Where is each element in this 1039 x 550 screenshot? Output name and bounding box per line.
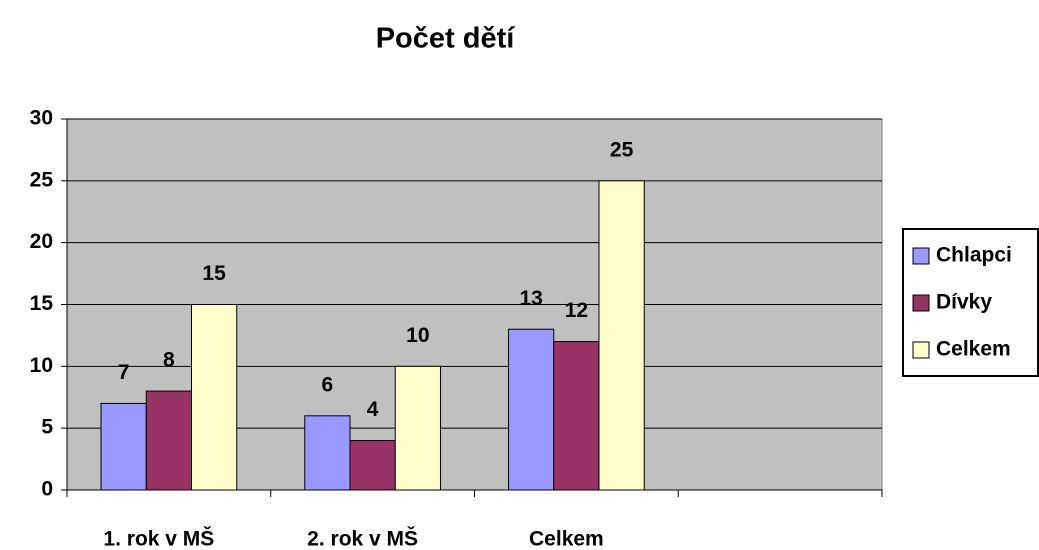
bar xyxy=(190,304,238,491)
data-label: 25 xyxy=(610,138,634,161)
data-label: 4 xyxy=(367,398,379,421)
bar xyxy=(304,415,351,491)
legend-swatch xyxy=(912,341,930,359)
legend-label: Celkem xyxy=(936,338,1011,361)
y-tick-label: 15 xyxy=(30,292,54,315)
data-label: 13 xyxy=(519,287,542,310)
y-tick-label: 0 xyxy=(41,478,53,501)
bar xyxy=(553,341,600,491)
chart-title: Počet dětí xyxy=(376,23,516,55)
data-label: 7 xyxy=(118,361,130,384)
y-tick-label: 20 xyxy=(30,230,53,253)
bar xyxy=(145,390,192,491)
bar xyxy=(100,402,147,491)
y-tick-label: 5 xyxy=(41,416,53,439)
bar xyxy=(394,365,441,491)
data-label: 8 xyxy=(163,349,175,372)
data-label: 12 xyxy=(565,299,588,322)
bar xyxy=(598,180,645,491)
legend-swatch xyxy=(912,294,930,312)
x-tick-label: Celkem xyxy=(529,528,604,550)
legend-label: Dívky xyxy=(936,291,992,314)
legend-label: Chlapci xyxy=(936,244,1012,267)
data-label: 10 xyxy=(406,324,429,347)
data-label: 15 xyxy=(202,262,226,285)
bar xyxy=(349,440,396,491)
x-tick-label: 2. rok v MŠ xyxy=(307,527,418,550)
x-tick-label: 1. rok v MŠ xyxy=(103,527,214,550)
legend-swatch xyxy=(912,247,930,265)
y-tick-label: 10 xyxy=(30,354,53,377)
data-label: 6 xyxy=(322,373,334,396)
y-tick-label: 25 xyxy=(30,168,54,191)
y-tick-label: 30 xyxy=(30,107,53,130)
bar xyxy=(508,328,555,491)
